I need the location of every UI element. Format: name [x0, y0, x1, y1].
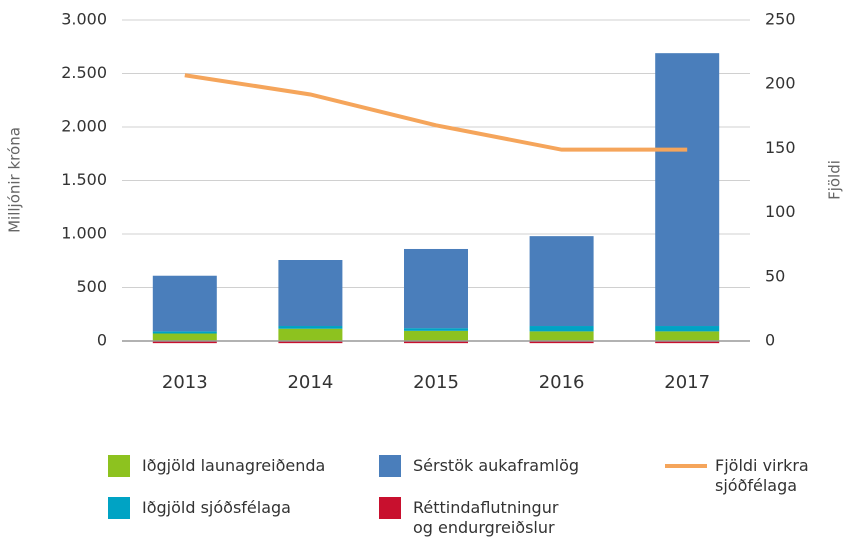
y-tick-label: 1.000 — [61, 224, 107, 243]
bar-segment — [655, 331, 720, 341]
legend-swatch — [379, 455, 401, 477]
legend-swatch — [108, 497, 130, 519]
x-tick-label: 2017 — [664, 372, 710, 393]
y2-tick-label: 50 — [765, 266, 785, 285]
bar-segment — [404, 328, 468, 331]
x-tick-label: 2015 — [413, 372, 459, 393]
bar-segment — [655, 53, 720, 327]
y-tick-label: 2.000 — [61, 117, 107, 136]
y-tick-label: 3.000 — [61, 10, 107, 29]
legend-item: Iðgjöld sjóðsfélaga — [108, 497, 291, 519]
bar-segment — [529, 331, 594, 341]
x-tick-label: 2016 — [539, 372, 585, 393]
y2-tick-label: 250 — [765, 10, 796, 29]
legend-label: Fjöldi virkra sjóðfélaga — [715, 456, 809, 495]
x-tick-label: 2013 — [162, 372, 208, 393]
legend-label: Sérstök aukaframlög — [413, 456, 580, 475]
y-tick-label: 2.500 — [61, 63, 107, 82]
bar-segment — [404, 341, 468, 344]
legend-item: Sérstök aukaframlög — [379, 455, 580, 477]
y-axis-title: Milljónir króna — [6, 127, 24, 233]
y2-tick-label: 0 — [765, 331, 775, 350]
legend-item: Réttindaflutningur og endurgreiðslur — [379, 497, 579, 538]
legend-swatch — [665, 464, 707, 468]
y-tick-label: 500 — [76, 277, 107, 296]
legend-label: Réttindaflutningur og endurgreiðslur — [413, 498, 559, 537]
y2-tick-label: 150 — [765, 138, 796, 157]
bar-segment — [404, 248, 468, 329]
legend-swatch — [379, 497, 401, 519]
bar-segment — [152, 331, 217, 334]
bar-segment — [529, 326, 594, 332]
bar-segment — [152, 341, 217, 344]
legend-item: Fjöldi virkra sjóðfélaga — [665, 456, 835, 496]
bar-segment — [152, 333, 217, 341]
y2-axis-title: Fjöldi — [826, 160, 844, 200]
x-tick-label: 2014 — [287, 372, 333, 393]
bar-segment — [404, 330, 468, 341]
legend-swatch — [108, 455, 130, 477]
line-series — [184, 73, 688, 152]
legend-label: Iðgjöld sjóðsfélaga — [142, 498, 291, 517]
bar-segment — [655, 326, 720, 332]
bar-segment — [655, 341, 720, 344]
y2-tick-label: 100 — [765, 202, 796, 221]
bar-segment — [152, 275, 217, 332]
y-tick-label: 1.500 — [61, 170, 107, 189]
bar-segment — [278, 260, 343, 327]
y-tick-label: 0 — [97, 331, 107, 350]
bar-segment — [278, 328, 343, 341]
legend-label: Iðgjöld launagreiðenda — [142, 456, 326, 475]
legend-item: Iðgjöld launagreiðenda — [108, 455, 326, 477]
bar-segment — [278, 326, 343, 329]
bar-segment — [278, 341, 343, 344]
bar-segment — [529, 236, 594, 327]
bar-segment — [529, 341, 594, 344]
y2-tick-label: 200 — [765, 74, 796, 93]
